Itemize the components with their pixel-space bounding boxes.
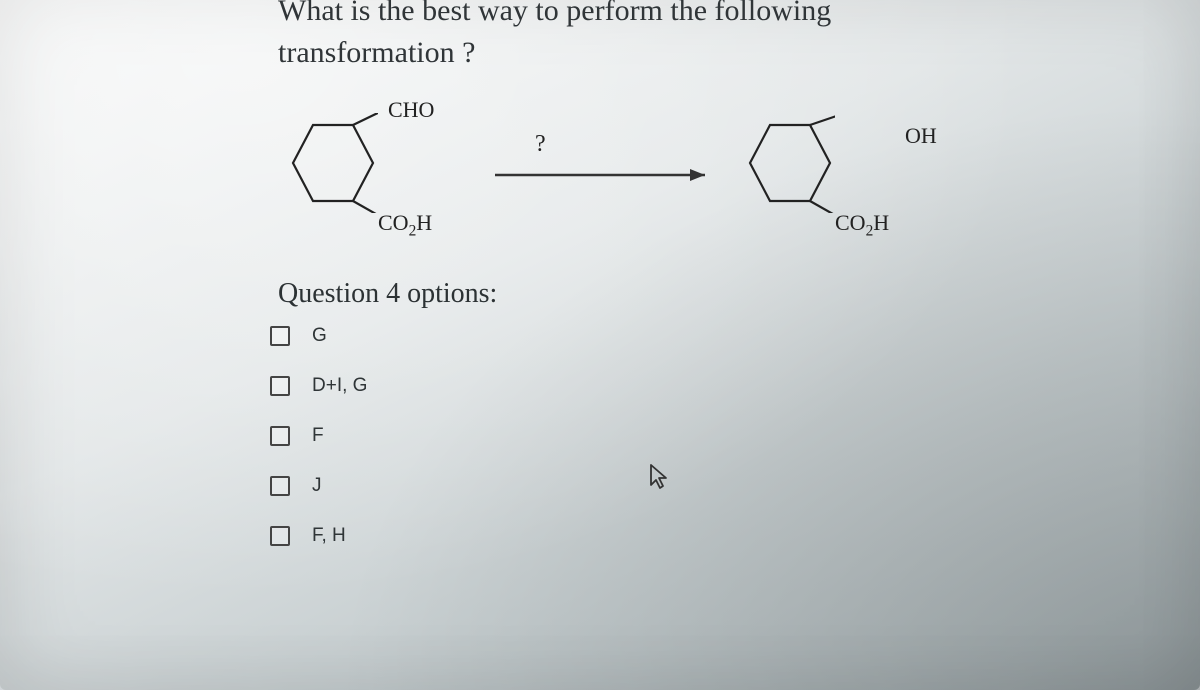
prompt-line-1: What is the best way to perform the foll… (278, 0, 831, 27)
reactant-co2h-label: CO2H (378, 210, 432, 240)
product-co2h-label: CO2H (835, 210, 889, 240)
option-row-g[interactable]: G (270, 325, 367, 347)
option-row-j[interactable]: J (270, 475, 367, 497)
cursor-icon (648, 463, 672, 491)
options-list: G D+I, G F J F, H (270, 325, 367, 547)
exam-page: What is the best way to perform the foll… (0, 0, 1200, 690)
checkbox-icon[interactable] (270, 526, 290, 546)
option-row-fh[interactable]: F, H (270, 525, 367, 547)
reactant-co-text: CO (378, 210, 409, 235)
option-row-f[interactable]: F (270, 425, 367, 447)
question-prompt: What is the best way to perform the foll… (278, 0, 1178, 74)
option-label: F, H (312, 525, 346, 547)
reaction-arrow (490, 160, 720, 190)
option-label: D+I, G (312, 375, 367, 397)
option-label: F (312, 425, 324, 447)
reaction-diagram: CHO CO2H ? OH CO2H (270, 85, 1030, 245)
checkbox-icon[interactable] (270, 426, 290, 446)
product-ring (745, 113, 835, 213)
checkbox-icon[interactable] (270, 476, 290, 496)
arrow-label: ? (535, 131, 546, 158)
reactant-cho-label: CHO (388, 97, 434, 123)
reactant-ring (288, 113, 378, 213)
product-oh-label: OH (905, 123, 937, 149)
prompt-line-2: transformation ? (278, 36, 475, 69)
option-label: G (312, 325, 327, 347)
product-co-text: CO (835, 210, 866, 235)
checkbox-icon[interactable] (270, 376, 290, 396)
option-label: J (312, 475, 322, 497)
checkbox-icon[interactable] (270, 326, 290, 346)
options-heading: Question 4 options: (278, 278, 497, 310)
product-h-text: H (873, 210, 889, 235)
option-row-dig[interactable]: D+I, G (270, 375, 367, 397)
reactant-h-text: H (416, 210, 432, 235)
